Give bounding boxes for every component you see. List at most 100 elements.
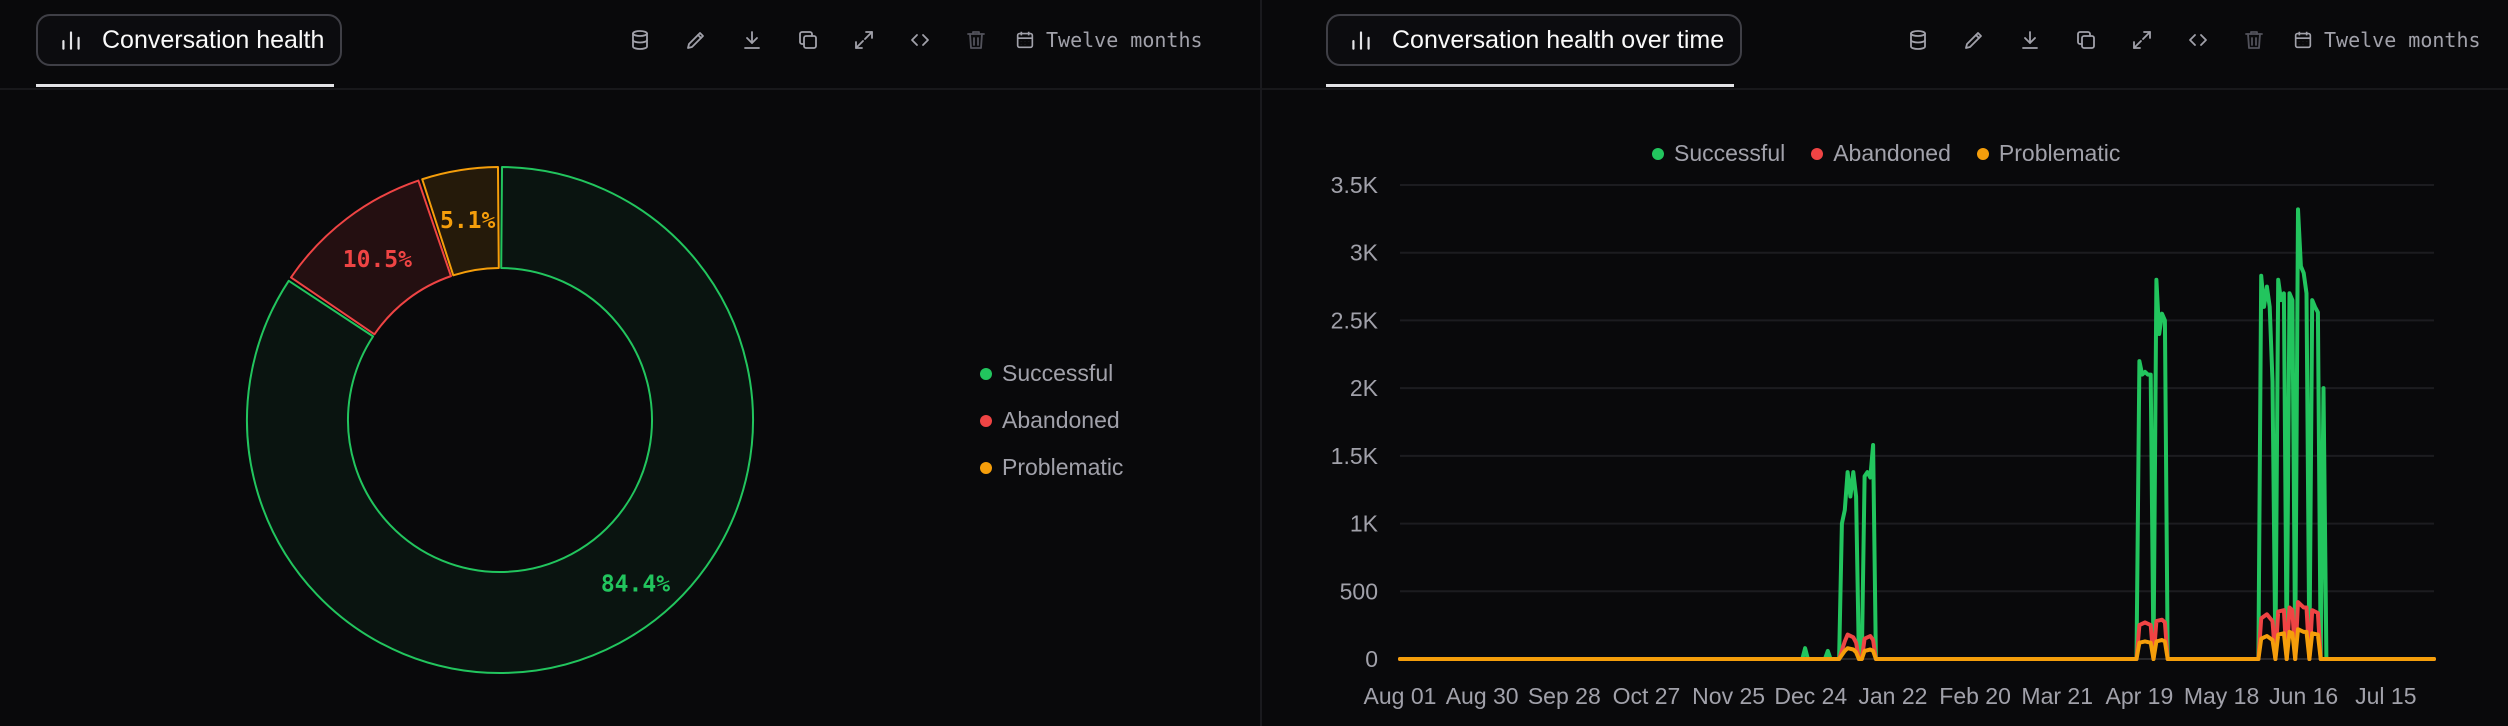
x-tick-label: Jan 22 bbox=[1858, 683, 1927, 709]
copy-button[interactable] bbox=[780, 22, 836, 58]
pie-label-problematic: 5.1% bbox=[440, 208, 496, 234]
bar-chart-icon bbox=[1352, 31, 1370, 50]
code-button[interactable] bbox=[2170, 22, 2226, 58]
code-icon bbox=[911, 34, 929, 46]
legend-dot-successful bbox=[1652, 147, 1664, 160]
legend-dot-abandoned bbox=[980, 414, 992, 427]
pie-legend: Successful Abandoned Problematic bbox=[980, 360, 1123, 481]
conversation-health-panel: Conversation health bbox=[0, 0, 1260, 674]
x-tick-label: Aug 30 bbox=[1446, 683, 1519, 709]
legend-dot-problematic bbox=[1976, 147, 1989, 160]
legend-label-abandoned: Abandoned bbox=[1002, 407, 1120, 433]
y-tick-label: 1K bbox=[1350, 511, 1379, 537]
panel-header: Conversation health bbox=[0, 0, 1260, 90]
bar-chart-icon bbox=[62, 31, 80, 50]
database-icon bbox=[632, 30, 648, 50]
legend-item-abandoned[interactable]: Abandoned bbox=[980, 407, 1123, 434]
time-range-selector[interactable]: Twelve months bbox=[1014, 28, 1203, 52]
pie-slice-abandoned[interactable] bbox=[289, 179, 452, 336]
trash-icon bbox=[2245, 31, 2263, 49]
legend-item-successful[interactable]: Successful bbox=[1652, 140, 1785, 167]
x-tick-label: Oct 27 bbox=[1613, 683, 1681, 709]
y-tick-label: 3.5K bbox=[1331, 172, 1379, 198]
y-tick-label: 3K bbox=[1350, 240, 1379, 266]
x-tick-label: Apr 19 bbox=[2105, 683, 2173, 709]
time-range-selector[interactable]: Twelve months bbox=[2292, 28, 2481, 52]
panel-title-tab[interactable]: Conversation health over time bbox=[1326, 14, 1743, 66]
panel-divider bbox=[1260, 0, 1262, 726]
legend-label-successful: Successful bbox=[1674, 140, 1786, 166]
legend-label-problematic: Problematic bbox=[1998, 140, 2121, 166]
time-range-label: Twelve months bbox=[2324, 28, 2481, 52]
series-line-problematic[interactable] bbox=[1398, 627, 2436, 661]
edit-icon bbox=[1965, 32, 1982, 49]
x-tick-label: Aug 01 bbox=[1364, 683, 1437, 709]
copy-icon bbox=[2077, 31, 2095, 49]
code-icon bbox=[2189, 34, 2207, 46]
legend-item-successful[interactable]: Successful bbox=[980, 360, 1123, 387]
series-line-successful[interactable] bbox=[1398, 207, 2436, 661]
x-tick-label: Sep 28 bbox=[1528, 683, 1601, 709]
expand-button[interactable] bbox=[2114, 22, 2170, 58]
legend-dot-problematic bbox=[980, 461, 992, 474]
edit-button[interactable] bbox=[1946, 22, 2002, 58]
y-tick-label: 500 bbox=[1340, 578, 1378, 604]
x-tick-label: Nov 25 bbox=[1692, 683, 1765, 709]
delete-button[interactable] bbox=[948, 22, 1004, 58]
legend-dot-successful bbox=[980, 367, 992, 380]
legend-item-problematic[interactable]: Problematic bbox=[1976, 140, 2121, 167]
database-button[interactable] bbox=[1890, 22, 1946, 58]
x-tick-label: Mar 21 bbox=[2021, 683, 2093, 709]
legend-label-problematic: Problematic bbox=[1002, 454, 1124, 480]
x-tick-label: Jul 15 bbox=[2355, 683, 2416, 709]
panel-title: Conversation health bbox=[102, 25, 325, 54]
y-tick-label: 1.5K bbox=[1331, 443, 1379, 469]
y-tick-label: 0 bbox=[1365, 646, 1378, 672]
legend-item-problematic[interactable]: Problematic bbox=[980, 454, 1123, 481]
panel-header: Conversation health over time bbox=[1262, 0, 2508, 90]
pie-slice-problematic[interactable] bbox=[421, 166, 500, 277]
line-chart: 0 500 1K 1.5K 2K 2.5K 3K 3.5K Aug 01 Aug 30 Sep 28… bbox=[1331, 172, 2436, 709]
pie-slice-successful[interactable] bbox=[246, 166, 754, 674]
calendar-icon bbox=[2294, 31, 2312, 49]
legend-label-successful: Successful bbox=[1002, 360, 1114, 386]
edit-icon bbox=[687, 32, 704, 49]
x-tick-label: Dec 24 bbox=[1774, 683, 1847, 709]
database-button[interactable] bbox=[612, 22, 668, 58]
database-icon bbox=[1910, 30, 1926, 50]
y-tick-label: 2.5K bbox=[1331, 307, 1379, 333]
expand-button[interactable] bbox=[836, 22, 892, 58]
download-button[interactable] bbox=[2002, 22, 2058, 58]
download-icon bbox=[744, 31, 760, 49]
active-tab-underline bbox=[1326, 84, 1734, 87]
copy-button[interactable] bbox=[2058, 22, 2114, 58]
edit-button[interactable] bbox=[668, 22, 724, 58]
x-tick-label: May 18 bbox=[2184, 683, 2259, 709]
expand-icon bbox=[2133, 31, 2151, 49]
trash-icon bbox=[967, 31, 985, 49]
line-legend: Successful Abandoned Problematic bbox=[1652, 140, 2120, 167]
pie-label-abandoned: 10.5% bbox=[343, 247, 412, 273]
x-tick-label: Jun 16 bbox=[2269, 683, 2338, 709]
legend-dot-abandoned bbox=[1811, 147, 1824, 160]
code-button[interactable] bbox=[892, 22, 948, 58]
x-tick-label: Feb 20 bbox=[1939, 683, 2011, 709]
y-tick-label: 2K bbox=[1350, 375, 1379, 401]
copy-icon bbox=[799, 31, 817, 49]
panel-title: Conversation health over time bbox=[1392, 25, 1725, 54]
panel-toolbar: Twelve months bbox=[1890, 22, 2481, 58]
legend-label-abandoned: Abandoned bbox=[1833, 140, 1951, 166]
legend-item-abandoned[interactable]: Abandoned bbox=[1811, 140, 1951, 167]
pie-label-successful: 84.4% bbox=[601, 572, 670, 598]
download-icon bbox=[2022, 31, 2038, 49]
conversation-health-over-time-panel: Conversation health over time bbox=[1262, 0, 2508, 726]
panel-title-tab[interactable]: Conversation health bbox=[36, 14, 343, 66]
active-tab-underline bbox=[36, 84, 334, 87]
time-range-label: Twelve months bbox=[1046, 28, 1203, 52]
calendar-icon bbox=[1016, 31, 1034, 49]
delete-button[interactable] bbox=[2226, 22, 2282, 58]
donut-chart: 84.4% 10.5% 5.1% bbox=[246, 166, 754, 674]
expand-icon bbox=[855, 31, 873, 49]
download-button[interactable] bbox=[724, 22, 780, 58]
series-line-abandoned[interactable] bbox=[1398, 600, 2436, 661]
